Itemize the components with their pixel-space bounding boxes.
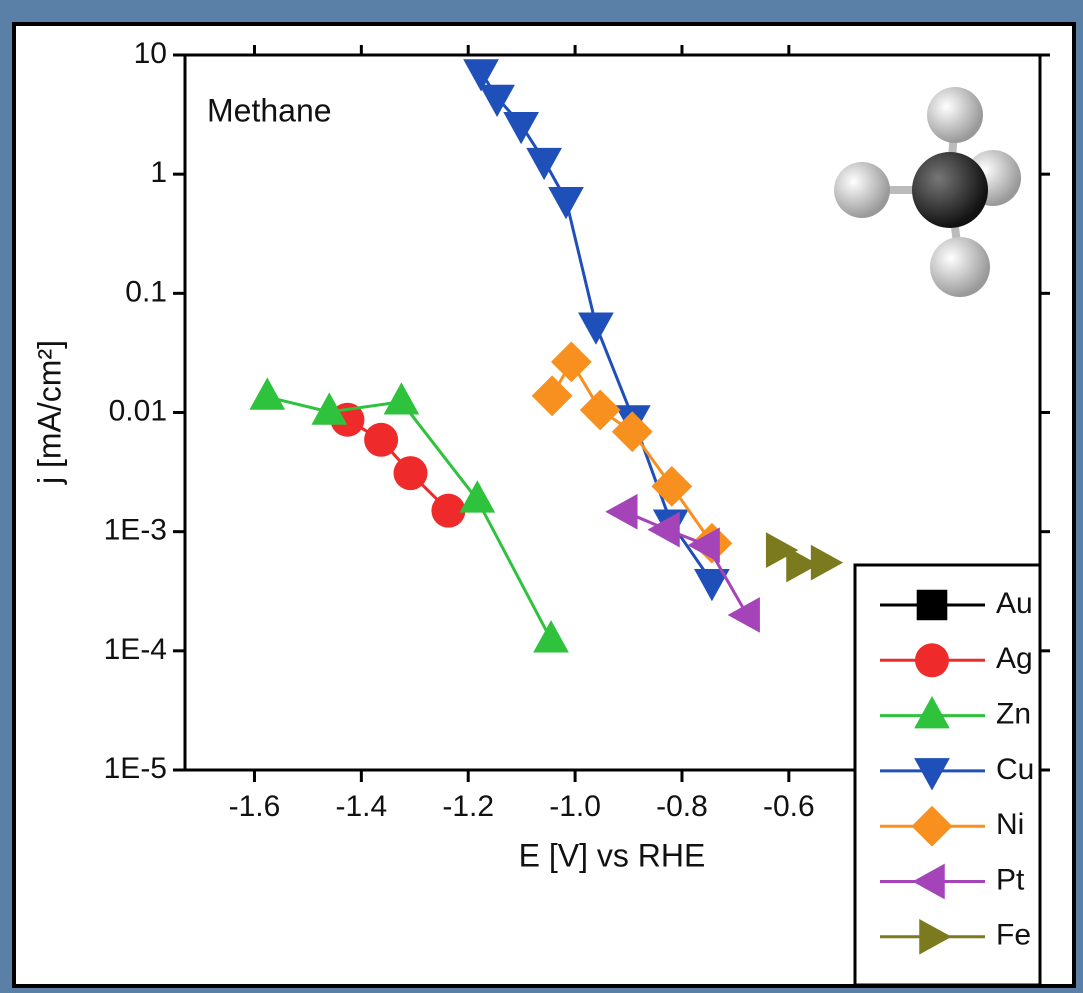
x-tick-label: -1.4: [335, 790, 387, 823]
legend-label: Ni: [996, 808, 1024, 841]
y-tick-label: 0.01: [109, 394, 167, 427]
x-tick-label: -1.2: [442, 790, 494, 823]
legend-label: Zn: [996, 698, 1031, 731]
y-tick-label: 1E-5: [104, 752, 167, 785]
x-tick-label: -1.6: [229, 790, 281, 823]
y-tick-label: 10: [134, 37, 167, 70]
data-point: [431, 494, 465, 528]
x-tick-label: -0.6: [763, 790, 815, 823]
y-tick-label: 1E-3: [104, 514, 167, 547]
y-tick-label: 1: [150, 156, 167, 189]
annotation: Methane: [207, 92, 332, 128]
x-axis-label: E [V] vs RHE: [519, 837, 706, 873]
data-point: [394, 456, 428, 490]
page: {"chart_data": { "type": "line", "annota…: [0, 0, 1083, 993]
legend-label: Au: [996, 587, 1033, 620]
y-tick-label: 1E-4: [104, 633, 167, 666]
legend-label: Pt: [996, 863, 1025, 896]
x-tick-label: -0.8: [656, 790, 708, 823]
y-tick-label: 0.1: [125, 275, 167, 308]
x-tick-label: -1.0: [549, 790, 601, 823]
y-axis-label: j [mA/cm²]: [31, 340, 67, 485]
legend-label: Cu: [996, 753, 1034, 786]
legend-label: Fe: [996, 919, 1031, 952]
data-point: [364, 423, 398, 457]
legend-marker: [915, 643, 949, 677]
chart: Methane E [V] vs RHE j [mA/cm²] -1.6 -1.4…: [0, 0, 1083, 993]
legend-marker: [917, 590, 948, 621]
legend-label: Ag: [996, 642, 1033, 675]
